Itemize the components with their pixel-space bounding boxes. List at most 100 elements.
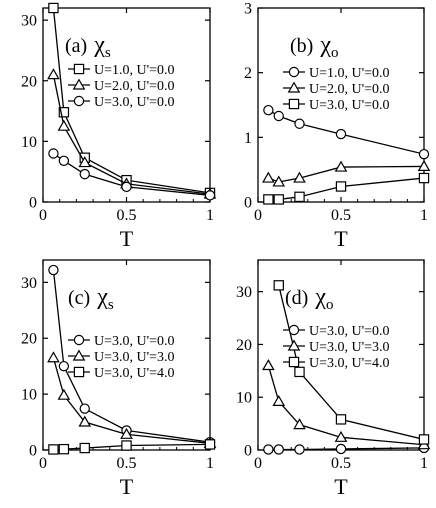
legend: U=3.0, U'=0.0U=3.0, U'=3.0U=3.0, U'=4.0 <box>283 324 390 371</box>
x-tick-label: 1 <box>420 207 428 224</box>
data-point-circle <box>418 148 430 160</box>
x-tick-label: 0 <box>254 455 262 472</box>
legend-marker-triangle <box>287 81 301 93</box>
data-point-circle <box>58 360 70 372</box>
x-tick-label: 0.5 <box>331 455 351 472</box>
data-point-square <box>273 194 284 205</box>
data-point-square <box>418 434 430 445</box>
y-tick-label: 2 <box>244 65 252 82</box>
data-point-triangle <box>293 418 306 430</box>
chi-subscript: o <box>331 45 339 61</box>
panel-letter: (a) <box>65 35 87 57</box>
legend-marker-circle <box>288 324 300 336</box>
panel-b: 0 0.5 1 0 1 2 3 T (b) χo U=1.0, U'=0.0U=2.0, U'=0.… <box>244 1 431 251</box>
x-tick-label: 0.5 <box>117 207 137 224</box>
data-point-square <box>48 444 59 455</box>
data-point-circle <box>79 168 90 180</box>
legend-label: U=3.0, U'=4.0 <box>94 366 175 381</box>
data-point-square <box>58 443 70 455</box>
legend-label: U=1.0, U'=0.0 <box>94 63 175 78</box>
y-tick-label: 10 <box>21 134 37 151</box>
data-point-circle <box>294 118 305 129</box>
x-tick-label: 0 <box>39 455 47 472</box>
data-point-circle <box>48 148 59 159</box>
data-point-circle <box>335 443 347 455</box>
series-line <box>267 365 424 446</box>
series-3 <box>48 148 216 201</box>
data-point-triangle <box>293 171 306 183</box>
series-3 <box>48 439 216 455</box>
data-point-triangle <box>334 160 348 172</box>
data-point-circle <box>263 444 274 455</box>
legend-label: U=2.0, U'=0.0 <box>94 79 175 94</box>
x-axis-label: T <box>334 474 348 499</box>
data-point-square <box>335 181 347 192</box>
panel-title: (c) χs <box>68 284 114 313</box>
x-tick-label: 0 <box>254 207 262 224</box>
chi-symbol: χ <box>319 32 331 58</box>
x-axis-label: T <box>334 226 348 251</box>
x-axis-label: T <box>120 226 134 251</box>
y-tick-label: 10 <box>236 390 252 407</box>
series-line <box>268 109 424 155</box>
data-point-triangle <box>120 427 133 439</box>
panel-title: (d) χo <box>285 284 333 313</box>
panel-title: (b) χo <box>290 32 338 61</box>
x-tick-label: 1 <box>206 455 214 472</box>
panel-title: (a) χs <box>65 32 111 61</box>
legend-marker-triangle <box>72 349 86 361</box>
chi-subscript: o <box>326 297 334 313</box>
y-tick-label: 10 <box>21 387 37 404</box>
chi-symbol: χ <box>314 284 326 310</box>
series-line <box>268 165 424 183</box>
y-tick-label: 0 <box>244 443 252 460</box>
series-line <box>53 443 210 450</box>
data-point-triangle <box>272 175 286 187</box>
data-point-square <box>418 172 430 184</box>
x-tick-label: 0.5 <box>117 455 137 472</box>
chi-symbol: χ <box>93 32 105 58</box>
x-axis-label: T <box>120 474 134 499</box>
legend-marker-circle <box>288 66 300 78</box>
x-tick-label: 1 <box>206 207 214 224</box>
legend-marker-circle <box>73 95 85 107</box>
legend-label: U=3.0, U'=4.0 <box>309 356 390 371</box>
data-point-triangle <box>57 119 71 131</box>
legend-label: U=2.0, U'=0.0 <box>309 82 390 97</box>
chi-subscript: s <box>105 45 111 61</box>
data-point-square <box>294 366 305 378</box>
legend-marker-square <box>73 63 85 75</box>
legend-marker-square <box>288 98 300 110</box>
data-point-circle <box>273 110 284 122</box>
data-point-square <box>273 280 284 291</box>
y-tick-label: 30 <box>21 275 37 292</box>
y-tick-label: 30 <box>21 13 37 30</box>
data-point-square <box>204 439 216 450</box>
data-point-square <box>48 2 59 14</box>
legend: U=3.0, U'=0.0U=3.0, U'=3.0U=3.0, U'=4.0 <box>68 334 175 381</box>
x-tick-label: 0 <box>39 207 47 224</box>
series-2 <box>262 159 431 187</box>
data-point-triangle <box>57 388 71 400</box>
data-point-circle <box>263 104 274 116</box>
chi-subscript: s <box>108 297 114 313</box>
data-point-circle <box>273 444 284 455</box>
y-tick-label: 0 <box>29 443 37 460</box>
y-tick-label: 20 <box>21 331 37 348</box>
data-point-square <box>58 107 70 118</box>
y-tick-label: 20 <box>236 337 252 354</box>
series-2 <box>262 359 431 450</box>
data-point-circle <box>335 128 347 140</box>
data-point-circle <box>48 264 59 276</box>
series-1 <box>263 104 430 160</box>
y-tick-label: 0 <box>244 195 252 212</box>
data-point-triangle <box>262 359 275 371</box>
data-point-triangle <box>78 415 92 427</box>
data-point-circle <box>121 181 132 193</box>
data-point-triangle <box>417 159 431 172</box>
data-point-circle <box>294 444 305 455</box>
